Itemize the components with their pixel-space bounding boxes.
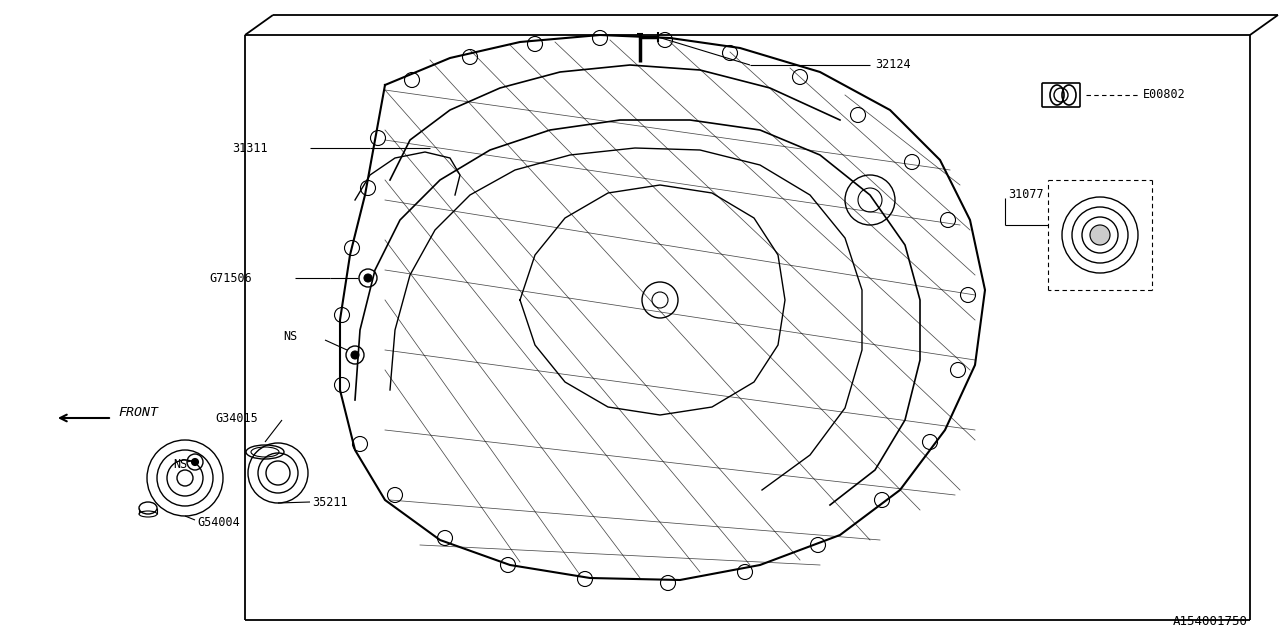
Text: 31077: 31077 bbox=[1009, 189, 1043, 202]
Circle shape bbox=[192, 458, 198, 465]
Text: G71506: G71506 bbox=[209, 271, 252, 285]
Circle shape bbox=[364, 274, 372, 282]
Text: FRONT: FRONT bbox=[118, 406, 157, 419]
FancyBboxPatch shape bbox=[1042, 83, 1080, 107]
Text: NS: NS bbox=[174, 458, 188, 471]
Text: 32124: 32124 bbox=[876, 58, 910, 72]
Text: G54004: G54004 bbox=[197, 515, 239, 529]
Text: G34015: G34015 bbox=[215, 412, 259, 424]
Text: E00802: E00802 bbox=[1143, 88, 1185, 102]
Circle shape bbox=[1091, 225, 1110, 245]
Circle shape bbox=[351, 351, 358, 359]
Text: 35211: 35211 bbox=[312, 495, 348, 509]
Text: A154001750: A154001750 bbox=[1172, 615, 1248, 628]
Text: 31311: 31311 bbox=[233, 141, 268, 154]
Text: NS: NS bbox=[284, 330, 298, 344]
